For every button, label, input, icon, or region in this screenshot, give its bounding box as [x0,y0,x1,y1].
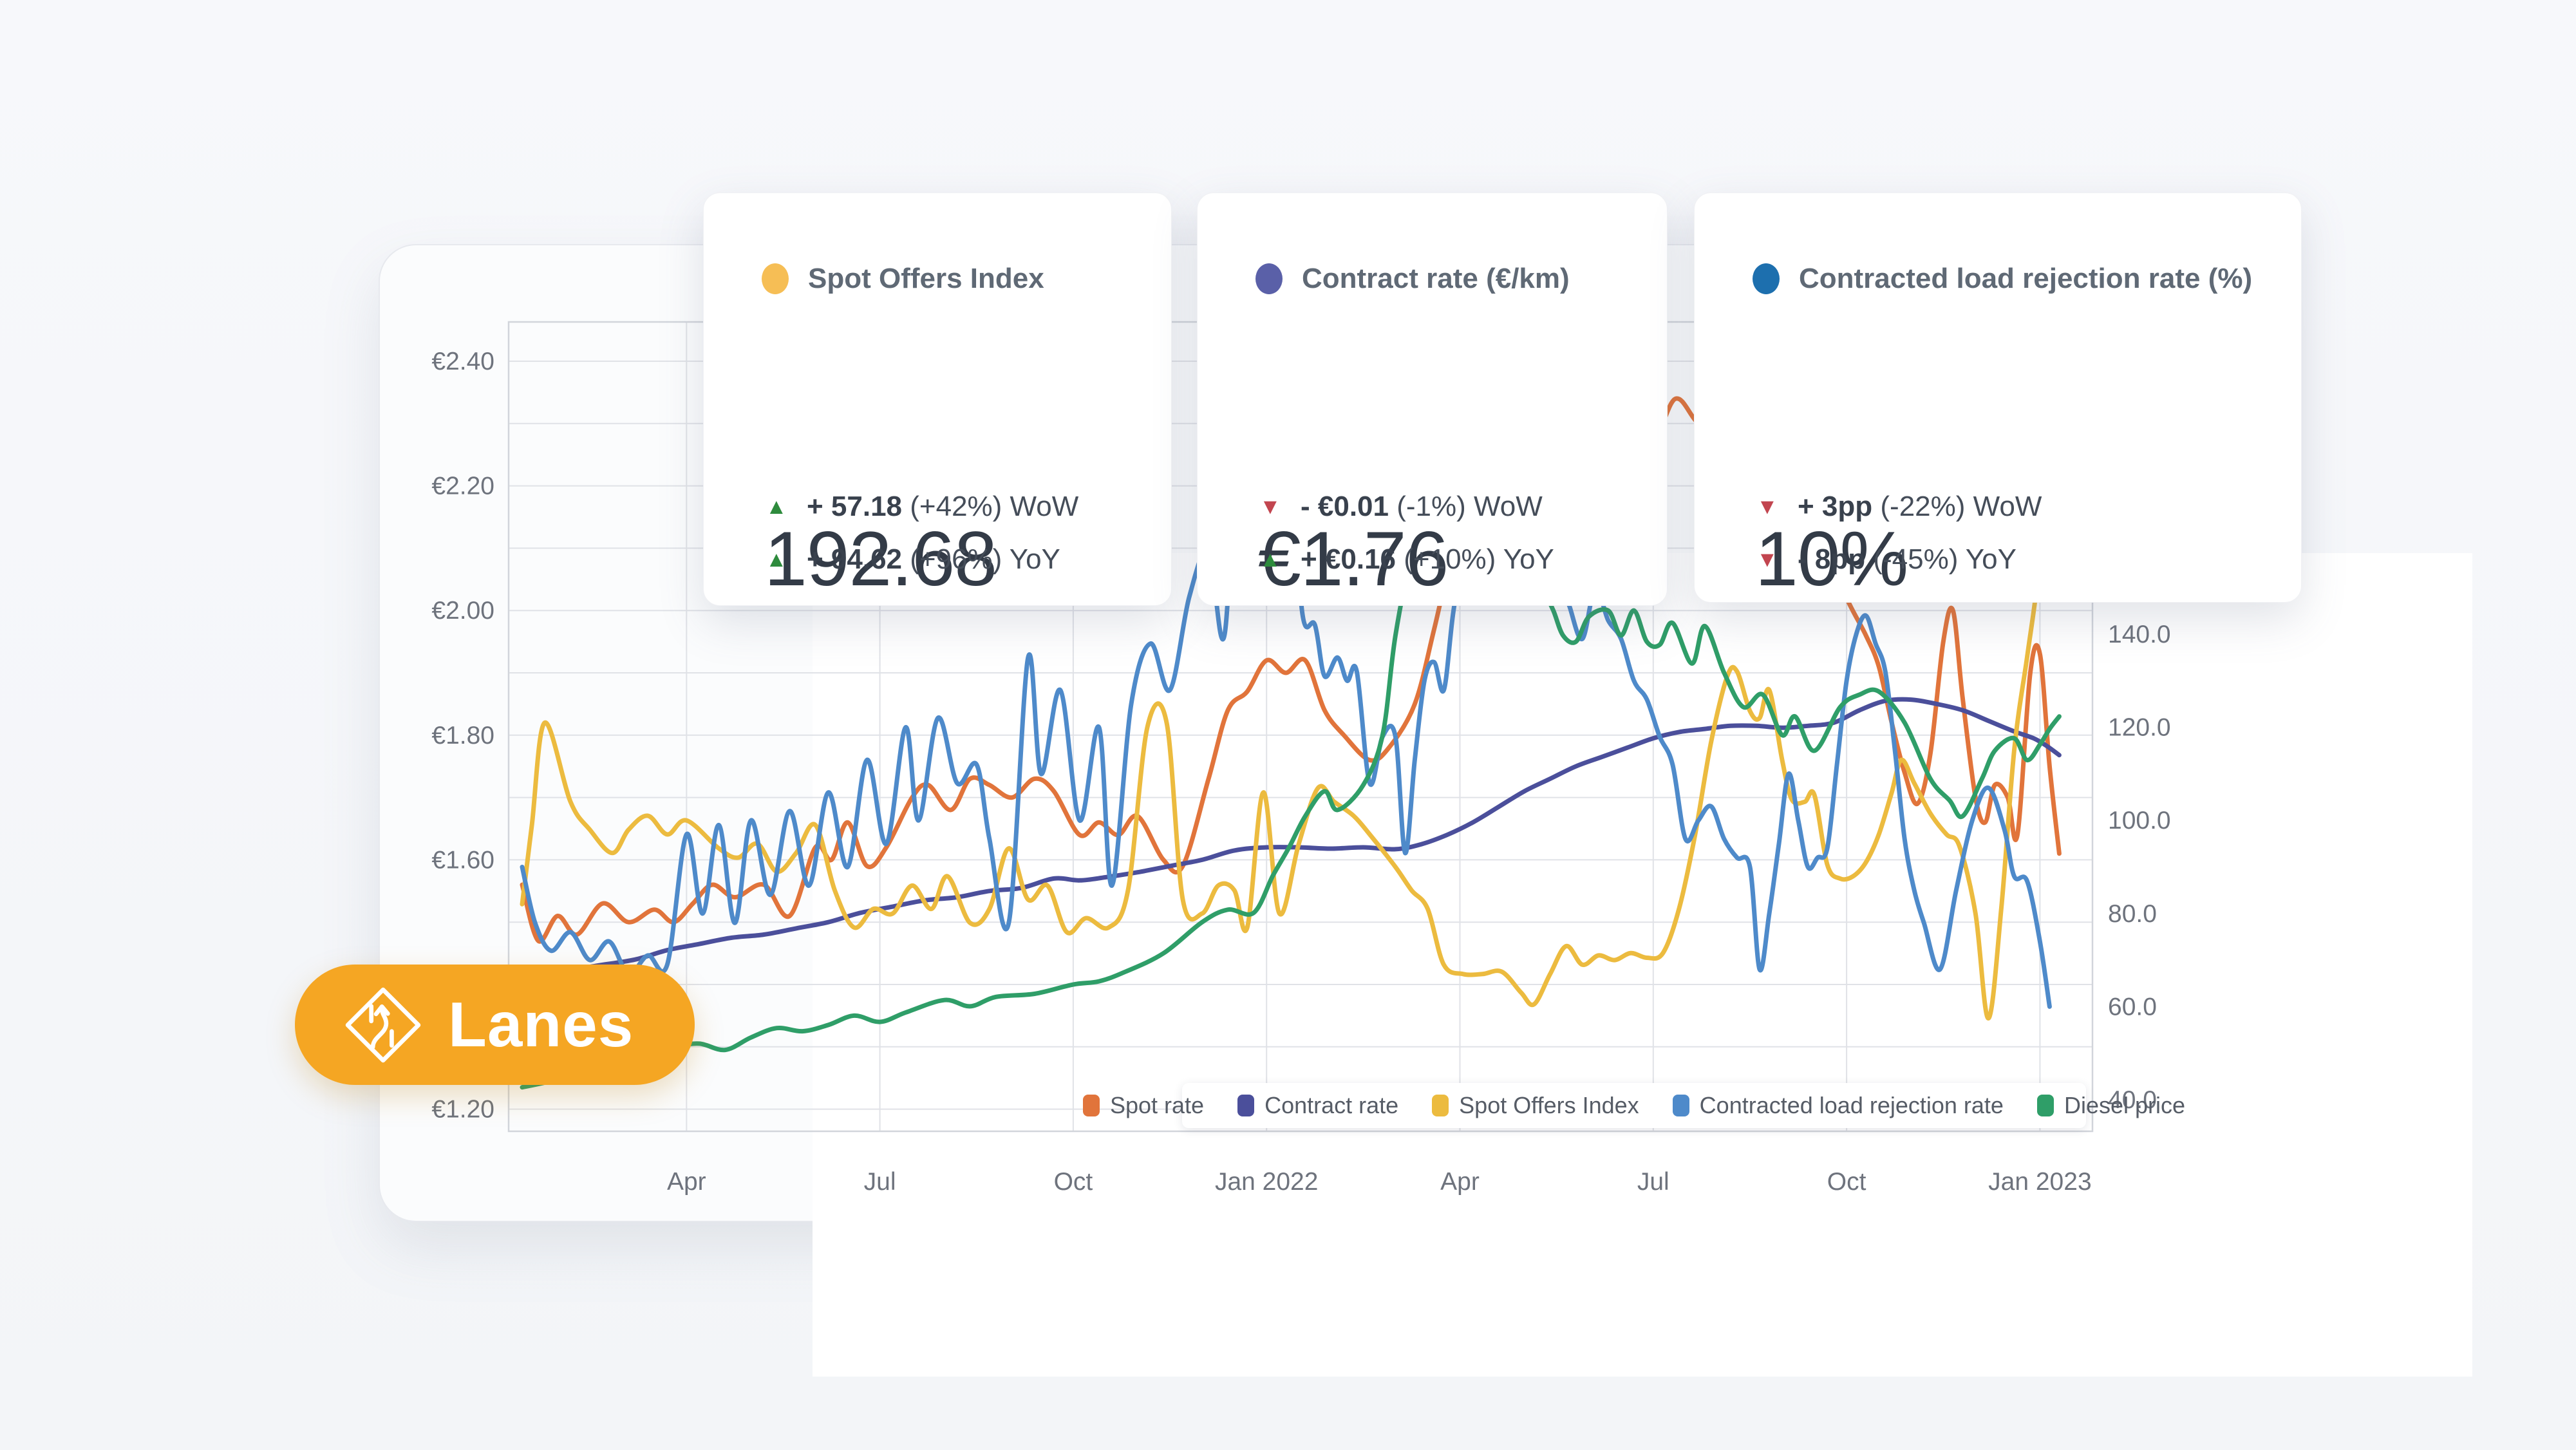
legend-item-spot-offers-index[interactable]: Spot Offers Index [1432,1092,1639,1119]
stat-card-contract-rate: Contract rate (€/km) €1.76 ▼ - €0.01 (-1… [1197,193,1668,606]
triangle-down-icon: ▼ [1756,547,1778,572]
card-title: Spot Offers Index [808,263,1044,294]
triangle-up-icon: ▲ [1259,547,1281,572]
chart-canvas [813,553,2472,1377]
card-title: Contracted load rejection rate (%) [1799,263,2253,294]
stat-card-load-rejection-rate: Contracted load rejection rate (%) 10% ▼… [1694,193,2302,603]
legend-marker-icon [1672,1095,1689,1116]
legend-label: Diesel price [2064,1092,2186,1118]
lanes-button[interactable]: Lanes [295,965,695,1085]
delta-yoy: ▲ + €0.16 (+10%) YoY [1259,543,1554,575]
legend-marker-icon [1432,1095,1449,1116]
series-dot-icon [1255,263,1283,294]
triangle-up-icon: ▲ [766,547,787,572]
delta-wow: ▲ + 57.18 (+42%) WoW [766,491,1079,522]
delta-yoy: ▼ - 8pp (-45%) YoY [1756,543,2017,575]
delta-wow: ▼ + 3pp (-22%) WoW [1756,491,2042,522]
lanes-button-label: Lanes [448,989,634,1060]
delta-wow: ▼ - €0.01 (-1%) WoW [1259,491,1543,522]
triangle-down-icon: ▼ [1259,494,1281,519]
chart-legend: Spot rate Contract rate Spot Offers Index C… [1082,1083,2185,1128]
series-dot-icon [762,263,789,294]
stat-card-spot-offers-index: Spot Offers Index 192.68 ▲ + 57.18 (+42%… [703,193,1172,606]
triangle-down-icon: ▼ [1756,494,1778,519]
delta-yoy: ▲ + 94.62 (+96%) YoY [766,543,1060,575]
legend-label: Contract rate [1264,1092,1399,1118]
legend-item-diesel-price[interactable]: Diesel price [2036,1092,2186,1119]
legend-label: Spot rate [1109,1092,1205,1118]
series-dot-icon [1753,263,1780,294]
legend-marker-icon [2036,1095,2054,1116]
triangle-up-icon: ▲ [766,494,787,519]
legend-label: Contracted load rejection rate [1699,1092,2004,1118]
merge-lanes-road-sign-icon [345,987,421,1062]
legend-marker-icon [1237,1095,1255,1116]
card-title: Contract rate (€/km) [1302,263,1570,294]
legend-label: Spot Offers Index [1459,1092,1639,1118]
legend-marker-icon [1082,1095,1100,1116]
legend-item-contracted-load-rejection-rate[interactable]: Contracted load rejection rate [1672,1092,2004,1119]
legend-item-spot-rate[interactable]: Spot rate [1082,1092,1205,1119]
legend-item-contract-rate[interactable]: Contract rate [1237,1092,1398,1119]
